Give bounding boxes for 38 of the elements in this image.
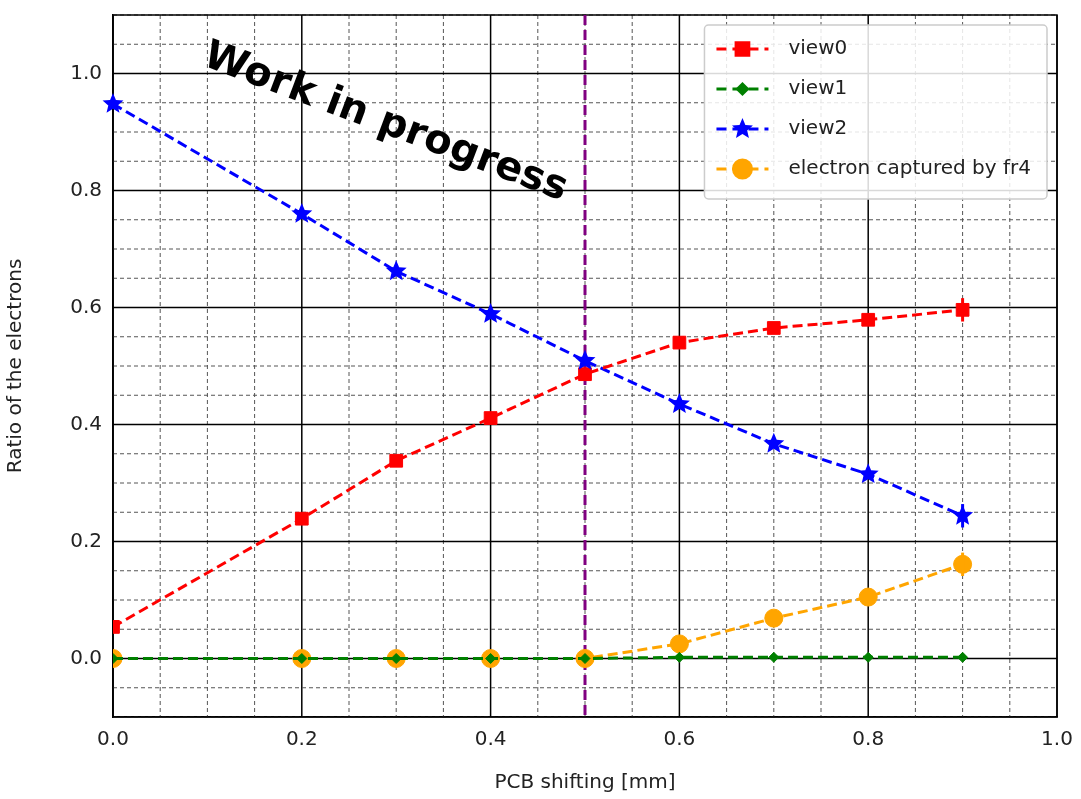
y-tick-label: 0.6: [70, 293, 102, 318]
legend-label: view2: [788, 115, 848, 140]
y-tick-label: 0.4: [70, 410, 102, 435]
point: [385, 260, 407, 281]
legend-label: view0: [788, 35, 848, 60]
legend-label: electron captured by fr4: [788, 155, 1032, 180]
point: [578, 367, 592, 382]
x-tick-label: 0.4: [474, 726, 507, 751]
point: [291, 202, 313, 223]
point: [763, 432, 785, 453]
point: [862, 651, 874, 663]
point: [857, 463, 879, 484]
x-tick-label: 0.0: [97, 726, 129, 751]
point: [483, 411, 498, 425]
x-tick-label: 0.8: [852, 726, 885, 751]
y-tick-label: 0.8: [70, 176, 102, 201]
point: [672, 335, 687, 350]
point: [294, 511, 309, 526]
point: [766, 321, 781, 335]
y-tick-label: 0.0: [70, 644, 102, 669]
point: [389, 453, 404, 468]
point: [668, 393, 690, 413]
point: [957, 651, 969, 663]
legend-label: view1: [788, 75, 848, 100]
y-tick-label: 1.0: [70, 59, 102, 84]
point: [861, 312, 876, 327]
point: [669, 634, 689, 654]
point: [480, 302, 502, 323]
x-axis-title: PCB shifting [mm]: [494, 769, 676, 794]
point: [574, 349, 596, 370]
point: [764, 608, 784, 628]
x-tick-label: 0.6: [663, 726, 696, 751]
y-axis-title: Ratio of the electrons: [2, 258, 27, 474]
point: [858, 587, 878, 607]
y-tick-label: 0.2: [70, 527, 102, 552]
point: [102, 92, 124, 113]
x-tick-label: 0.2: [285, 726, 318, 751]
x-tick-label: 1.0: [1041, 726, 1073, 751]
